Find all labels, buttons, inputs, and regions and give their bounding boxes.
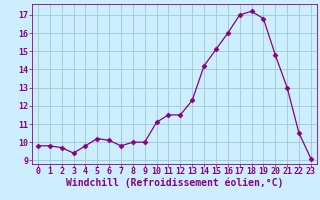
X-axis label: Windchill (Refroidissement éolien,°C): Windchill (Refroidissement éolien,°C)	[66, 178, 283, 188]
